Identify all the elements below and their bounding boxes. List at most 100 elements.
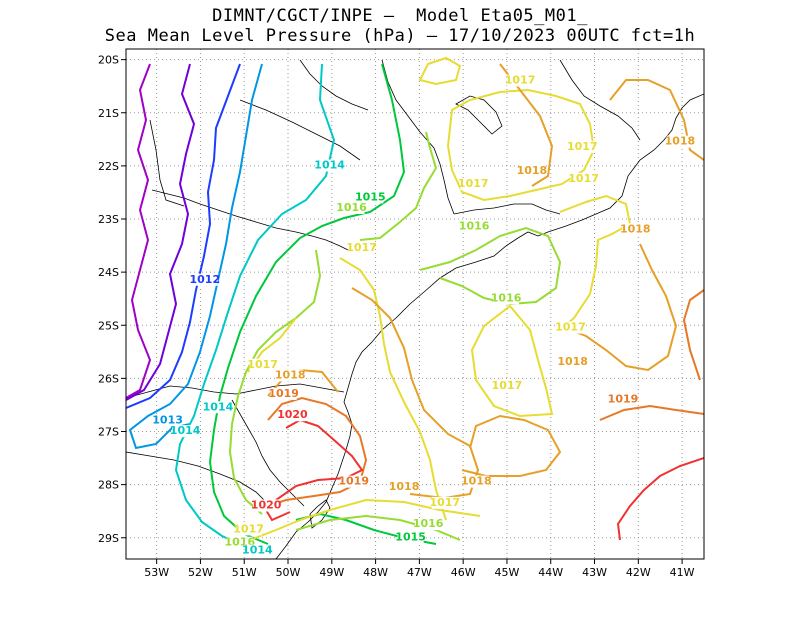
isobar-1017-e	[470, 304, 554, 418]
coastline	[275, 93, 704, 559]
state-border-south	[126, 451, 271, 507]
isobar-1018-b	[351, 287, 480, 500]
contour-label: 1018	[557, 355, 588, 368]
y-tick-label: 24S	[98, 266, 119, 279]
isobar-1018-d	[609, 79, 704, 161]
contour-label: 1020	[251, 499, 282, 512]
isobar-1018-f	[461, 414, 562, 477]
contour-label-background	[204, 401, 231, 414]
contour-label: 1014	[203, 400, 234, 413]
contour-label-background	[569, 140, 596, 153]
contour-label-background	[391, 480, 418, 493]
contour-label-background	[463, 475, 490, 488]
river-border-west	[149, 119, 185, 207]
isobar-1019-b	[599, 404, 704, 421]
isobar-1010	[126, 63, 152, 399]
contour-label: 1018	[275, 368, 306, 381]
border-sw-inland	[231, 399, 305, 507]
lagoon-outline	[309, 499, 331, 529]
contour-label: 1017	[505, 74, 536, 87]
inland-border-lagoon	[455, 95, 503, 135]
contour-label-background	[277, 369, 304, 382]
contour-label: 1018	[517, 164, 548, 177]
contour-label-background	[244, 544, 271, 557]
map-frame	[125, 48, 705, 560]
isobar-1016-b	[228, 249, 322, 515]
contour-label: 1018	[389, 480, 420, 493]
contour-labels: 1014101310141012101410151016101710171017…	[152, 74, 695, 557]
contour-label-background	[507, 74, 534, 87]
x-tick-label: 42W	[626, 566, 651, 579]
isobar-1011	[126, 63, 196, 401]
y-tick-label: 21S	[98, 107, 119, 120]
inland-border-west-lines	[239, 99, 361, 161]
contour-label: 1017	[247, 358, 278, 371]
isobar-1018-e	[569, 243, 678, 372]
contour-label-background	[270, 387, 297, 400]
contour-label: 1019	[338, 475, 369, 488]
contour-label-background	[415, 518, 442, 531]
contour-label: 1014	[170, 424, 201, 437]
contour-label-background	[461, 220, 488, 233]
contour-label: 1016	[336, 201, 367, 214]
chart-title-line-2: Sea Mean Level Pressure (hPa) – 17/10/20…	[104, 26, 696, 46]
x-tick-label: 49W	[319, 566, 344, 579]
contour-label: 1018	[620, 222, 651, 235]
x-axis-ticks: 53W 52W 51W 50W 49W 48W 47W 46W 45W 44W 43W 42W 41W	[144, 559, 695, 579]
contour-label-background	[609, 393, 636, 406]
state-border-mid	[126, 383, 345, 399]
contour-label: 1015	[395, 530, 426, 543]
contour-label: 1018	[461, 475, 492, 488]
y-tick-label: 22S	[98, 160, 119, 173]
isobar-1019	[261, 396, 368, 509]
contour-label-background	[279, 409, 306, 422]
contour-label-background	[316, 159, 343, 172]
y-tick-label: 26S	[98, 372, 119, 385]
isobar-1020-b	[616, 457, 704, 541]
isobar-1017	[418, 56, 462, 86]
contour-label-background	[493, 380, 520, 392]
contour-label-background	[348, 241, 375, 254]
contour-label-background	[357, 191, 384, 204]
isobar-1013	[128, 63, 263, 450]
x-tick-label: 50W	[276, 566, 301, 579]
isobar-1017-b	[446, 88, 596, 202]
y-tick-label: 27S	[98, 426, 119, 439]
isobar-1017-f	[559, 194, 632, 331]
contour-label: 1014	[314, 159, 345, 172]
isobar-1012	[126, 63, 241, 409]
x-tick-label: 46W	[451, 566, 476, 579]
isobars	[126, 56, 704, 553]
contour-label-background	[253, 499, 280, 512]
y-tick-label: 29S	[98, 532, 119, 545]
contour-label: 1013	[152, 414, 183, 427]
contour-label-background	[338, 202, 365, 215]
isobar-1019-c	[682, 289, 704, 381]
x-tick-label: 47W	[407, 566, 432, 579]
isobar-1016	[359, 131, 438, 241]
chart-title-line-1: DIMNT/CGCT/INPE – Model Eta05_M01_	[212, 6, 588, 26]
isobar-1017-c	[339, 257, 447, 521]
contour-label: 1017	[458, 177, 489, 190]
contour-label: 1014	[242, 544, 273, 557]
contour-label-background	[154, 414, 181, 427]
contour-label-background	[460, 178, 487, 191]
isobar-1014	[174, 63, 336, 553]
y-tick-label: 20S	[98, 54, 119, 67]
isobar-1016-c	[419, 226, 562, 306]
x-tick-label: 53W	[144, 566, 169, 579]
contour-label: 1017	[492, 379, 523, 392]
x-tick-label: 41W	[670, 566, 695, 579]
y-tick-label: 25S	[98, 319, 119, 332]
contour-label-background	[340, 475, 367, 488]
y-tick-label: 28S	[98, 479, 119, 492]
isobar-1015	[208, 63, 406, 545]
contour-label-background	[191, 273, 218, 286]
contour-label: 1012	[190, 273, 221, 286]
contour-label-background	[518, 164, 545, 177]
contour-label-background	[493, 292, 520, 305]
y-tick-label: 23S	[98, 213, 119, 226]
contour-label-background	[570, 172, 597, 185]
inland-border-se	[453, 203, 561, 215]
